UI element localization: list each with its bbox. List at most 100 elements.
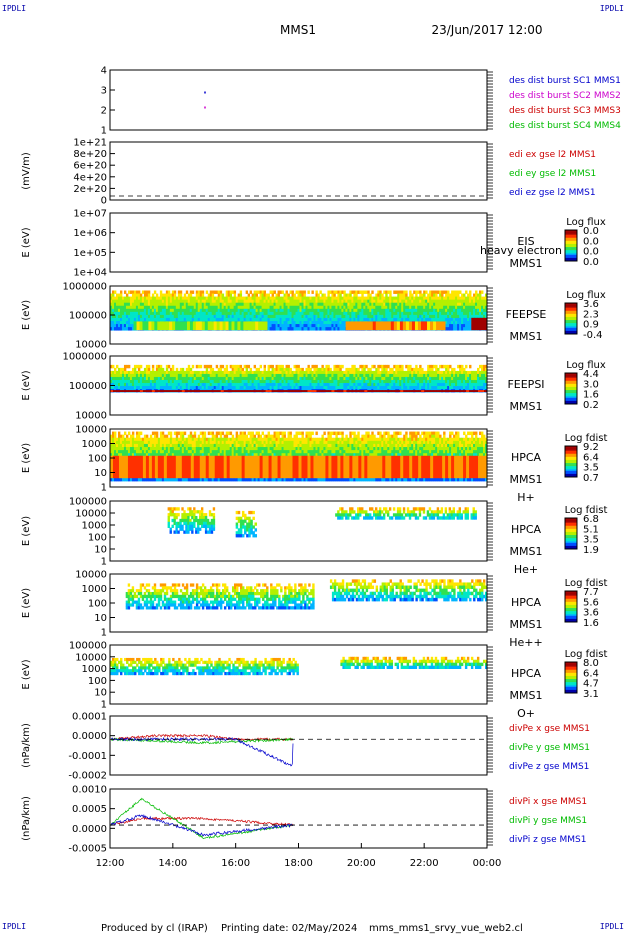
spectrogram-cell	[264, 365, 266, 368]
spectrogram-enhancement	[139, 321, 142, 330]
spectrogram-cell	[124, 432, 126, 435]
spectrogram-cell	[150, 435, 152, 438]
spectrogram-enhancement	[352, 321, 355, 330]
spectrogram-enhancement	[379, 321, 382, 330]
spectrogram-enhancement	[403, 390, 406, 392]
spectrogram-enhancement	[418, 390, 421, 392]
spectrogram-cell	[140, 432, 142, 435]
spectrogram-cell	[190, 368, 192, 371]
spectrogram-cell	[333, 294, 335, 297]
overlay-label: heavy electron to	[480, 244, 577, 257]
spectrogram-cell	[437, 368, 439, 371]
spectrogram-cell	[226, 365, 228, 368]
spectrogram-enhancement	[319, 390, 322, 392]
spectrogram-enhancement	[474, 318, 478, 330]
spectrogram-cell	[405, 290, 407, 293]
legend-entry: des dist burst SC4 MMS4	[509, 121, 621, 131]
y-tick-label: 1e+04	[73, 268, 107, 279]
spectrogram-cell	[192, 290, 194, 293]
spectrogram-enhancement	[325, 390, 328, 392]
spectrogram-enhancement	[433, 390, 436, 392]
spectrogram-enhancement	[406, 321, 409, 330]
spectrogram-cell	[339, 294, 341, 297]
spectrogram-enhancement	[234, 321, 237, 330]
spectrogram-cell	[292, 290, 294, 293]
spectrogram-feepse	[110, 290, 487, 330]
spectrogram-cell	[240, 294, 242, 297]
spectrogram-enhancement	[131, 390, 134, 392]
spectrogram-enhancement	[361, 321, 364, 330]
spectrogram-cell	[220, 368, 222, 371]
spectrogram-cell	[349, 294, 351, 297]
spectrogram-enhancement	[176, 390, 179, 392]
spectrogram-enhancement	[442, 321, 445, 330]
spectrogram-cell	[202, 290, 204, 293]
spectrogram-enhancement	[361, 390, 364, 392]
spectrogram-enhancement	[355, 390, 358, 392]
spectrogram-enhancement	[382, 321, 385, 330]
spectrogram-cell	[425, 290, 427, 293]
spectrogram-cell	[274, 290, 276, 293]
spectrogram-enhancement	[249, 321, 252, 330]
spectrogram-enhancement	[310, 390, 313, 392]
spectrogram-cell	[234, 294, 236, 297]
spectrogram-cell	[391, 368, 393, 371]
spectrogram-cell	[160, 365, 162, 368]
spectrogram-cell	[481, 290, 483, 293]
spectrogram-cell	[124, 368, 126, 371]
spectrogram-cell	[112, 294, 114, 297]
spectrogram-cell	[132, 432, 134, 435]
spectrogram-enhancement	[239, 390, 242, 392]
spectrogram-enhancement	[364, 390, 367, 392]
spectrogram-enhancement	[254, 390, 257, 392]
spectrogram-cell	[453, 368, 455, 371]
spectrogram-cell	[341, 365, 343, 368]
spectrogram-enhancement	[445, 390, 448, 392]
spectrogram-cell	[290, 368, 292, 371]
spectrogram-cell	[256, 294, 258, 297]
spectrogram-cell	[192, 365, 194, 368]
spectrogram-enhancement	[233, 390, 236, 392]
spectrogram-enhancement	[264, 321, 267, 330]
spectrogram-cell	[268, 294, 270, 297]
spectrogram-enhancement	[475, 390, 478, 392]
spectrogram-enhancement	[158, 390, 161, 392]
spectrogram-enhancement	[172, 321, 175, 330]
spectrogram-cell	[116, 365, 118, 368]
spectrogram-cell	[138, 368, 140, 371]
spectrogram-enhancement	[237, 321, 240, 330]
spectrogram-cell	[361, 294, 363, 297]
spectrogram-enhancement	[304, 390, 307, 392]
spectrogram-enhancement	[175, 321, 178, 330]
spectrogram-cell	[216, 365, 218, 368]
spectrogram-enhancement	[266, 390, 269, 392]
spectrogram-cell	[126, 294, 128, 297]
spectrogram-cell	[282, 365, 284, 368]
time-tick-label: 00:00	[473, 858, 502, 869]
spectrogram-enhancement	[224, 390, 227, 392]
spectrogram-enhancement	[340, 390, 343, 392]
spectrogram-cell	[449, 365, 451, 368]
spectrogram-cell	[264, 290, 266, 293]
spectrogram-enhancement	[230, 390, 233, 392]
spectrogram-enhancement	[349, 321, 352, 330]
spectrogram-cell	[186, 290, 188, 293]
spectrogram-enhancement	[349, 390, 352, 392]
time-tick-label: 16:00	[221, 858, 250, 869]
spectrogram-enhancement	[460, 390, 463, 392]
spectrogram-enhancement	[229, 321, 232, 330]
spectrogram-cell	[465, 290, 467, 293]
corner-tag-top-right: IPDLI	[600, 4, 624, 13]
spectrogram-cell	[210, 365, 212, 368]
burst-marker	[204, 92, 206, 94]
spectrogram-cell	[180, 294, 182, 297]
spectrogram-enhancement	[157, 321, 160, 330]
spectrogram-cell	[415, 365, 417, 368]
spectrogram-enhancement	[173, 390, 176, 392]
spectrogram-enhancement	[376, 321, 379, 330]
spectrogram-enhancement	[242, 390, 245, 392]
spectrogram-enhancement	[143, 390, 146, 392]
spectrogram-cell	[170, 432, 172, 435]
y-tick-label: 8e+20	[73, 149, 107, 160]
spectrogram-enhancement	[370, 321, 373, 330]
